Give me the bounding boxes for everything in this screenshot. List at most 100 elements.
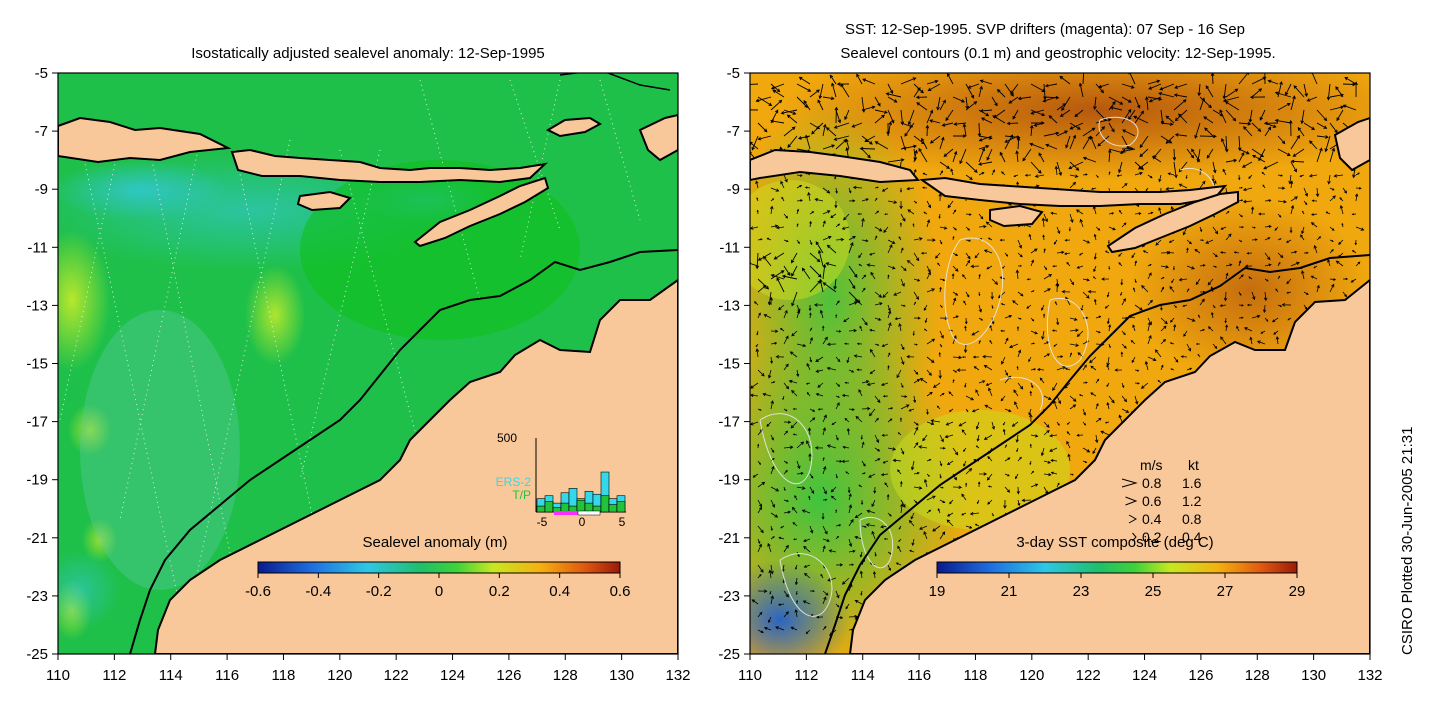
velocity-arrow: [806, 391, 811, 397]
velocity-arrow: [1082, 421, 1087, 426]
velocity-arrow: [1120, 278, 1124, 286]
velocity-arrow: [1093, 252, 1097, 260]
velocity-arrow: [1186, 148, 1195, 159]
velocity-arrow: [803, 572, 811, 579]
velocity-arrow: [1238, 239, 1243, 243]
inset-x-tick-label: 0: [579, 515, 586, 529]
velocity-arrow: [1271, 317, 1279, 323]
velocity-arrow: [1219, 304, 1227, 308]
velocity-arrow: [869, 252, 876, 256]
velocity-arrow: [803, 538, 811, 542]
velocity-arrow: [1017, 499, 1021, 507]
velocity-arrow: [861, 441, 865, 449]
velocity-arrow: [803, 564, 811, 568]
left-lat-axis: -5 -7 -9 -11 -13 -15 -17 -19 -21 -23 -25: [26, 65, 58, 663]
velocity-arrow: [874, 395, 881, 404]
velocity-arrow: [815, 393, 824, 397]
velocity-arrow: [985, 221, 993, 228]
velocity-arrow: [1134, 304, 1143, 311]
velocity-arrow: [1166, 251, 1175, 255]
velocity-arrow: [1011, 421, 1019, 427]
velocity-arrow: [913, 278, 921, 282]
velocity-arrow: [1038, 152, 1045, 163]
velocity-arrow: [1281, 303, 1292, 307]
velocity-arrow: [775, 225, 785, 230]
velocity-arrow: [1022, 148, 1032, 162]
velocity-arrow: [1329, 226, 1335, 231]
velocity-arrow: [757, 135, 772, 141]
velocity-arrow: [926, 338, 936, 345]
velocity-arrow: [1041, 217, 1046, 228]
velocity-arrow: [871, 530, 876, 540]
velocity-arrow: [861, 380, 870, 384]
velocity-arrow: [809, 265, 822, 278]
velocity-arrow: [869, 328, 876, 332]
velocity-arrow: [770, 224, 779, 228]
velocity-arrow: [965, 525, 973, 529]
velocity-arrow: [926, 509, 932, 514]
velocity-arrow: [961, 429, 967, 436]
velocity-arrow: [937, 262, 941, 267]
velocity-arrow: [1030, 317, 1035, 322]
velocity-arrow: [791, 389, 798, 397]
velocity-arrow: [1056, 226, 1061, 235]
velocity-arrow: [1059, 75, 1071, 85]
velocity-arrow: [983, 249, 993, 254]
velocity-arrow: [1029, 443, 1032, 449]
velocity-arrow: [1089, 135, 1097, 150]
velocity-arrow: [834, 200, 838, 209]
velocity-arrow: [792, 522, 798, 527]
velocity-arrow: [962, 274, 967, 280]
right-map: [750, 73, 1370, 654]
velocity-arrow: [809, 336, 813, 345]
velocity-arrow: [835, 187, 838, 194]
velocity-arrow: [790, 626, 798, 631]
velocity-arrow: [770, 83, 785, 90]
lon-tick-label: 128: [553, 667, 578, 684]
velocity-arrow: [1147, 299, 1153, 306]
velocity-arrow: [1238, 186, 1243, 189]
velocity-arrow: [1147, 334, 1152, 345]
velocity-arrow: [996, 88, 1006, 98]
velocity-arrow: [858, 252, 863, 259]
velocity-arrow: [794, 577, 799, 586]
lon-tick-label: 114: [851, 667, 875, 684]
velocity-arrow: [1066, 261, 1071, 267]
velocity-arrow: [1264, 252, 1271, 261]
velocity-arrow: [1108, 343, 1111, 349]
velocity-arrow: [1297, 126, 1305, 137]
velocity-arrow: [1225, 88, 1239, 98]
velocity-arrow: [978, 224, 987, 229]
velocity-arrow: [908, 408, 915, 412]
velocity-arrow: [796, 83, 812, 92]
velocity-arrow: [874, 210, 880, 215]
lon-tick-label: 110: [46, 667, 70, 684]
velocity-arrow: [1004, 408, 1012, 412]
velocity-arrow: [930, 419, 941, 423]
velocity-arrow: [814, 198, 824, 202]
velocity-arrow: [1078, 82, 1084, 98]
velocity-arrow: [822, 123, 827, 137]
velocity-arrow: [1324, 135, 1331, 153]
velocity-arrow: [845, 471, 850, 475]
velocity-arrow: [944, 434, 954, 439]
velocity-arrow: [978, 340, 981, 345]
velocity-arrow: [1016, 136, 1021, 150]
velocity-arrow: [1355, 186, 1362, 190]
velocity-arrow: [862, 78, 876, 85]
velocity-arrow: [1160, 265, 1170, 269]
velocity-arrow: [887, 265, 896, 270]
velocity-arrow: [913, 316, 921, 320]
velocity-arrow: [821, 512, 825, 520]
velocity-arrow: [1100, 430, 1110, 436]
velocity-arrow: [939, 446, 946, 450]
velocity-arrow: [861, 406, 871, 411]
velocity-arrow: [822, 235, 832, 241]
velocity-arrow: [1121, 83, 1135, 89]
velocity-arrow: [1142, 250, 1149, 254]
velocity-arrow: [1316, 109, 1328, 122]
velocity-arrow: [1199, 226, 1203, 233]
velocity-arrow: [1172, 148, 1177, 161]
velocity-arrow: [1133, 115, 1149, 124]
velocity-arrow: [1109, 106, 1123, 111]
